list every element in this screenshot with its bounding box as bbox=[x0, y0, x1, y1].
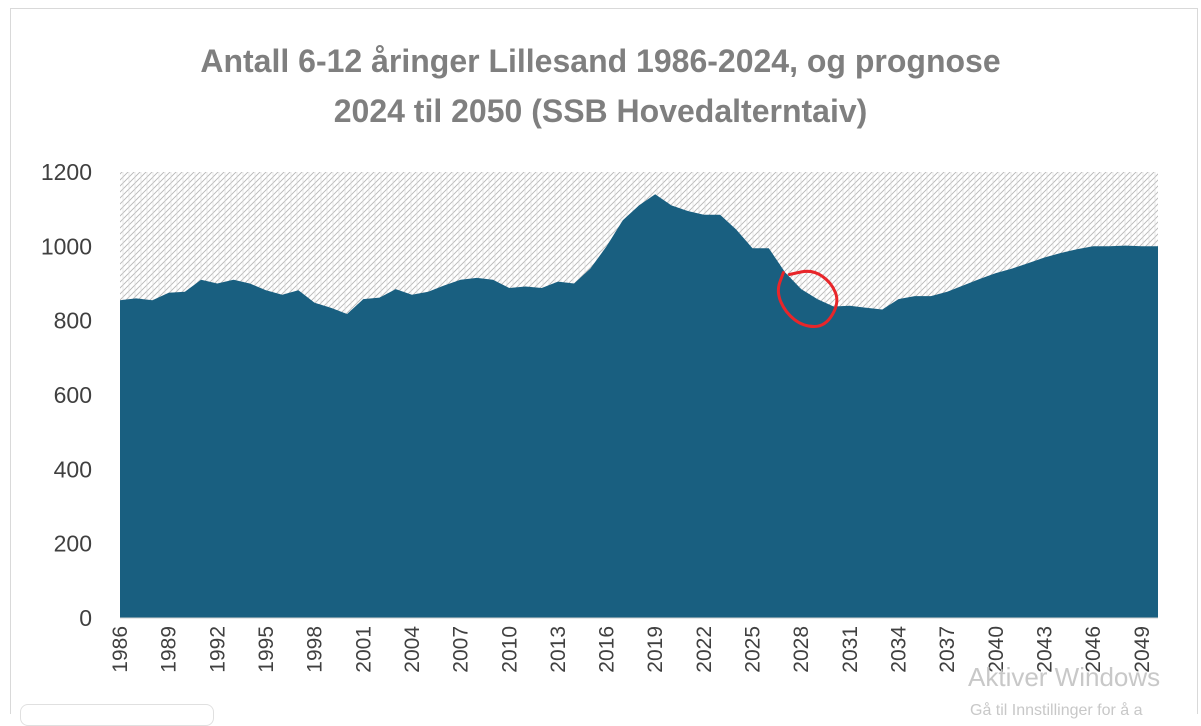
y-tick-label: 800 bbox=[54, 308, 92, 334]
area-series bbox=[120, 194, 1158, 619]
chart-title-line-2: 2024 til 2050 (SSB Hovedalterntaiv) bbox=[333, 93, 868, 129]
x-tick-label: 2040 bbox=[985, 626, 1008, 673]
chart-frame bbox=[10, 8, 1198, 714]
y-tick-label: 600 bbox=[54, 382, 92, 408]
x-tick-label: 2028 bbox=[790, 626, 813, 673]
x-tick-label: 2046 bbox=[1082, 626, 1105, 673]
chart-title-line-1: Antall 6-12 åringer Lillesand 1986-2024,… bbox=[200, 43, 1001, 79]
x-tick-label: 2016 bbox=[596, 626, 619, 673]
x-tick-label: 2034 bbox=[888, 626, 911, 673]
y-tick-label: 400 bbox=[54, 456, 92, 482]
y-tick-label: 200 bbox=[54, 531, 92, 557]
x-tick-label: 2001 bbox=[352, 626, 375, 673]
sheet-tab[interactable] bbox=[20, 704, 214, 726]
x-tick-label: 2037 bbox=[936, 626, 959, 673]
x-tick-label: 2031 bbox=[839, 626, 862, 673]
x-tick-label: 2004 bbox=[401, 626, 424, 673]
x-tick-label: 1992 bbox=[206, 626, 229, 673]
x-tick-label: 2007 bbox=[450, 626, 473, 673]
chart-title: Antall 6-12 åringer Lillesand 1986-2024,… bbox=[0, 36, 1201, 136]
x-tick-label: 2022 bbox=[693, 626, 716, 673]
watermark-subtitle: Gå til Innstillinger for å a bbox=[970, 702, 1143, 719]
x-tick-label: 1986 bbox=[109, 626, 132, 673]
x-tick-label: 2013 bbox=[547, 626, 570, 673]
x-tick-label: 2049 bbox=[1131, 626, 1154, 673]
x-tick-label: 1995 bbox=[255, 626, 278, 673]
red-circle-annotation bbox=[776, 269, 839, 329]
x-tick-label: 2025 bbox=[742, 626, 765, 673]
x-tick-label: 1989 bbox=[158, 626, 181, 673]
y-tick-label: 0 bbox=[79, 605, 92, 631]
x-tick-label: 2010 bbox=[498, 626, 521, 673]
y-tick-label: 1000 bbox=[41, 233, 92, 259]
x-tick-label: 2019 bbox=[644, 626, 667, 673]
watermark-title: Aktiver Windows bbox=[968, 662, 1161, 692]
y-tick-label: 1200 bbox=[41, 159, 92, 185]
x-tick-label: 2043 bbox=[1033, 626, 1056, 673]
x-tick-label: 1998 bbox=[304, 626, 327, 673]
